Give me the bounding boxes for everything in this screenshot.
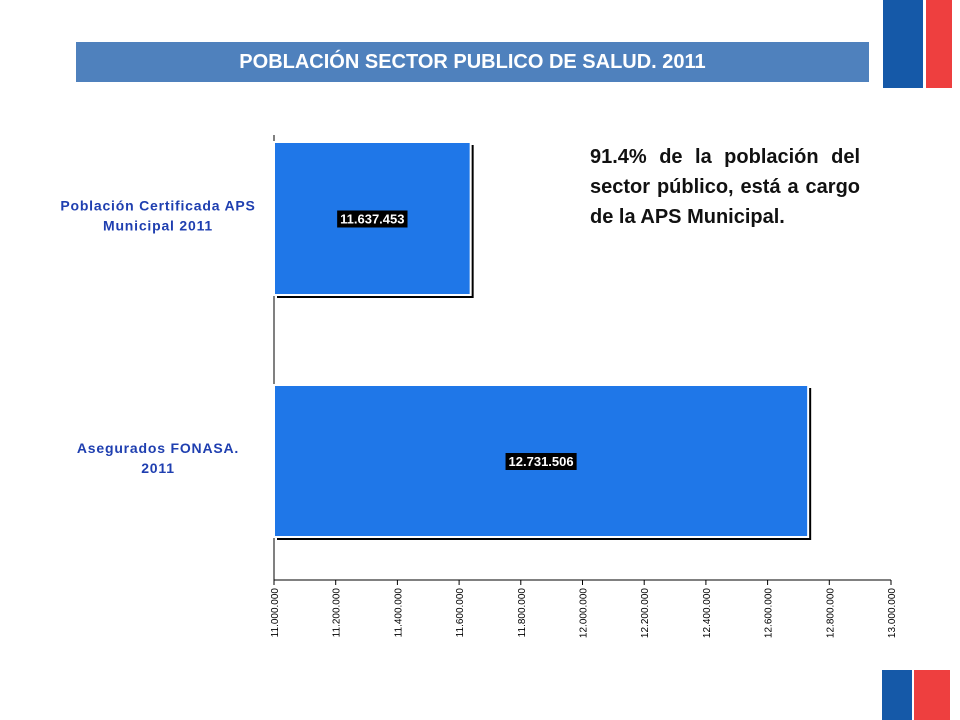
x-tick-label: 11.600.000 bbox=[455, 588, 466, 638]
x-tick-label: 12.800.000 bbox=[825, 588, 836, 638]
x-tick-label: 12.000.000 bbox=[579, 588, 590, 638]
data-label: 11.637.453 bbox=[340, 212, 404, 227]
x-tick-label: 11.200.000 bbox=[332, 588, 343, 638]
flag-red-stripe-bottom bbox=[914, 670, 950, 720]
x-tick-label: 11.400.000 bbox=[393, 588, 404, 638]
flag-blue-stripe-bottom bbox=[882, 670, 912, 720]
flag-red-stripe-top bbox=[926, 0, 952, 88]
data-label-background bbox=[337, 210, 408, 228]
x-tick-label: 11.000.000 bbox=[270, 588, 281, 638]
category-label: 2011 bbox=[141, 460, 175, 476]
annotation-text: 91.4% de la población del sector público… bbox=[590, 146, 860, 228]
category-label: Población Certificada APS bbox=[60, 198, 255, 214]
data-label-background bbox=[505, 453, 577, 470]
data-label: 12.731.506 bbox=[509, 454, 574, 469]
category-label: Municipal 2011 bbox=[103, 218, 213, 234]
x-tick-label: 12.200.000 bbox=[640, 588, 651, 638]
x-tick-label: 12.400.000 bbox=[702, 588, 713, 638]
x-tick-label: 11.800.000 bbox=[517, 588, 528, 638]
flag-blue-stripe-top bbox=[883, 0, 923, 88]
category-label: Asegurados FONASA. bbox=[77, 440, 239, 456]
x-tick-label: 12.600.000 bbox=[764, 588, 775, 638]
x-tick-label: 13.000.000 bbox=[887, 588, 898, 638]
slide-title: POBLACIÓN SECTOR PUBLICO DE SALUD. 2011 bbox=[76, 42, 869, 82]
